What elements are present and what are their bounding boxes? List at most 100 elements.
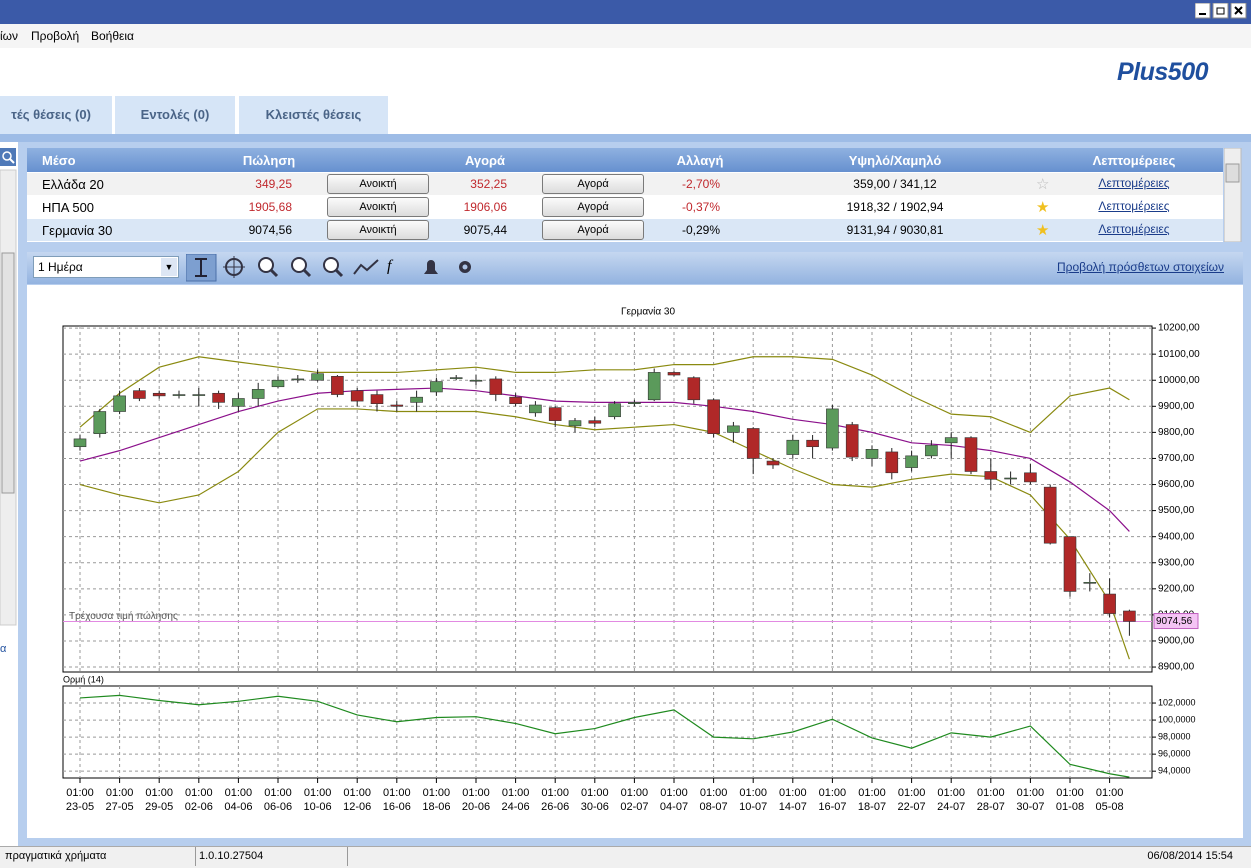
open-button[interactable]: Ανοικτή (327, 220, 429, 240)
candle-body (410, 396, 423, 403)
candle-body (449, 377, 463, 379)
y-tick-label: 102,0000 (1158, 697, 1196, 707)
menu-item[interactable]: ίων (0, 29, 19, 43)
x-tick-label: 24-06 (502, 801, 530, 813)
side-scroll (0, 148, 17, 626)
x-tick-label: 08-07 (700, 801, 728, 813)
x-tick-time: 01:00 (977, 787, 1005, 799)
tab-underline (0, 134, 1251, 142)
x-tick-label: 23-05 (66, 801, 94, 813)
toolbar-icons[interactable]: f (186, 254, 486, 282)
x-tick-label: 16-06 (383, 801, 411, 813)
period-select[interactable]: 1 Ημέρα ▼ (33, 256, 179, 278)
instrument-table: Μέσο Πώληση Αγορά Αλλαγή Υψηλό/Χαμηλό Λεπτομέ… (27, 148, 1223, 242)
x-tick-time: 01:00 (621, 787, 649, 799)
more-link[interactable]: Προβολή πρόσθετων στοιχείων (1057, 260, 1225, 274)
sell-price: 9074,56 (248, 223, 292, 237)
tab[interactable]: τές θέσεις (0) (0, 96, 112, 134)
candle-body (113, 395, 126, 412)
star-icon[interactable]: ★ (1036, 222, 1050, 239)
star-icon[interactable]: ☆ (1036, 176, 1050, 193)
x-tick-label: 28-07 (977, 801, 1005, 813)
x-tick-label: 30-06 (581, 801, 609, 813)
tab-strip: τές θέσεις (0) Εντολές (0) Κλειστές θέσεις (0, 95, 1251, 135)
x-tick-time: 01:00 (343, 787, 371, 799)
x-tick-label: 10-07 (739, 801, 767, 813)
x-tick-time: 01:00 (423, 787, 451, 799)
candle-body (964, 437, 978, 472)
candle-body (390, 404, 404, 407)
candle-body (628, 402, 641, 405)
candle-body (647, 372, 661, 401)
candle-body (251, 389, 265, 399)
x-tick-label: 10-06 (304, 801, 332, 813)
x-tick-time: 01:00 (581, 787, 609, 799)
candle-body (331, 376, 344, 395)
x-tick-time: 01:00 (66, 787, 94, 799)
y-tick-label: 94,0000 (1158, 766, 1191, 776)
instrument-name: ΗΠΑ 500 (42, 200, 95, 215)
high-low: 9131,94 / 9030,81 (846, 223, 944, 237)
candle-body (291, 378, 305, 381)
buy-button[interactable]: Αγορά (542, 174, 644, 194)
status-divider (195, 847, 346, 866)
change: -0,37% (681, 200, 721, 214)
candle-body (1063, 536, 1077, 592)
buy-button[interactable]: Αγορά (542, 220, 644, 240)
instrument-name: Ελλάδα 20 (42, 177, 104, 192)
candle-body (469, 379, 483, 382)
y-tick-label: 9000,00 (1158, 636, 1195, 647)
y-tick-label: 9800,00 (1158, 427, 1195, 438)
y-tick-label: 10200,00 (1158, 323, 1200, 334)
tab[interactable]: Εντολές (0) (115, 96, 235, 134)
star-icon[interactable]: ★ (1036, 199, 1050, 216)
column-header: Αλλαγή (676, 153, 724, 168)
buy-button[interactable]: Αγορά (542, 197, 644, 217)
buy-price: 1906,06 (463, 200, 507, 214)
details-link[interactable]: Λεπτομέρειες (1098, 176, 1170, 190)
candle-body (509, 396, 522, 405)
x-tick-label: 27-05 (106, 801, 134, 813)
column-header: Λεπτομέρειες (1092, 153, 1176, 168)
candle-body (1024, 472, 1037, 483)
x-tick-label: 14-07 (779, 801, 807, 813)
details-link[interactable]: Λεπτομέρειες (1098, 222, 1170, 236)
momentum-line (79, 694, 1130, 778)
candle-body (212, 392, 225, 403)
x-tick-time: 01:00 (937, 787, 965, 799)
candle-body (944, 437, 958, 444)
column-header: Υψηλό/Χαμηλό (848, 153, 942, 168)
high-low: 359,00 / 341,12 (853, 177, 937, 191)
indicator-line (79, 356, 1130, 434)
open-button[interactable]: Ανοικτή (327, 197, 429, 217)
x-tick-time: 01:00 (264, 787, 292, 799)
open-button[interactable]: Ανοικτή (327, 174, 429, 194)
y-tick-label: 96,0000 (1158, 749, 1191, 759)
candle-body (667, 372, 681, 376)
candle-body (727, 425, 740, 433)
candle-body (826, 408, 839, 449)
candle-body (232, 398, 245, 407)
details-link[interactable]: Λεπτομέρειες (1098, 199, 1170, 213)
menu-item[interactable]: Προβολή (31, 29, 80, 43)
candle-body (271, 379, 285, 388)
x-tick-time: 01:00 (502, 787, 530, 799)
sell-price: 349,25 (255, 177, 292, 191)
header-area (0, 48, 1251, 95)
column-header: Αγορά (464, 153, 506, 168)
candle-body (845, 424, 859, 458)
x-tick-time: 01:00 (1096, 787, 1124, 799)
dropdown-arrow: ▼ (161, 258, 177, 276)
table-scrollbar[interactable] (1224, 148, 1242, 242)
current-price-label: Τρέχουσα τιμή πώλησης (69, 610, 178, 622)
x-tick-label: 02-06 (185, 801, 213, 813)
candle-body (1004, 477, 1017, 480)
candle-body (925, 445, 938, 457)
tab[interactable]: Κλειστές θέσεις (239, 96, 388, 134)
candle-body (133, 390, 146, 399)
x-tick-label: 30-07 (1016, 801, 1044, 813)
y-tick-label: 9400,00 (1158, 531, 1195, 542)
window-buttons[interactable] (1195, 3, 1247, 21)
menu-item[interactable]: Βοήθεια (91, 29, 134, 43)
